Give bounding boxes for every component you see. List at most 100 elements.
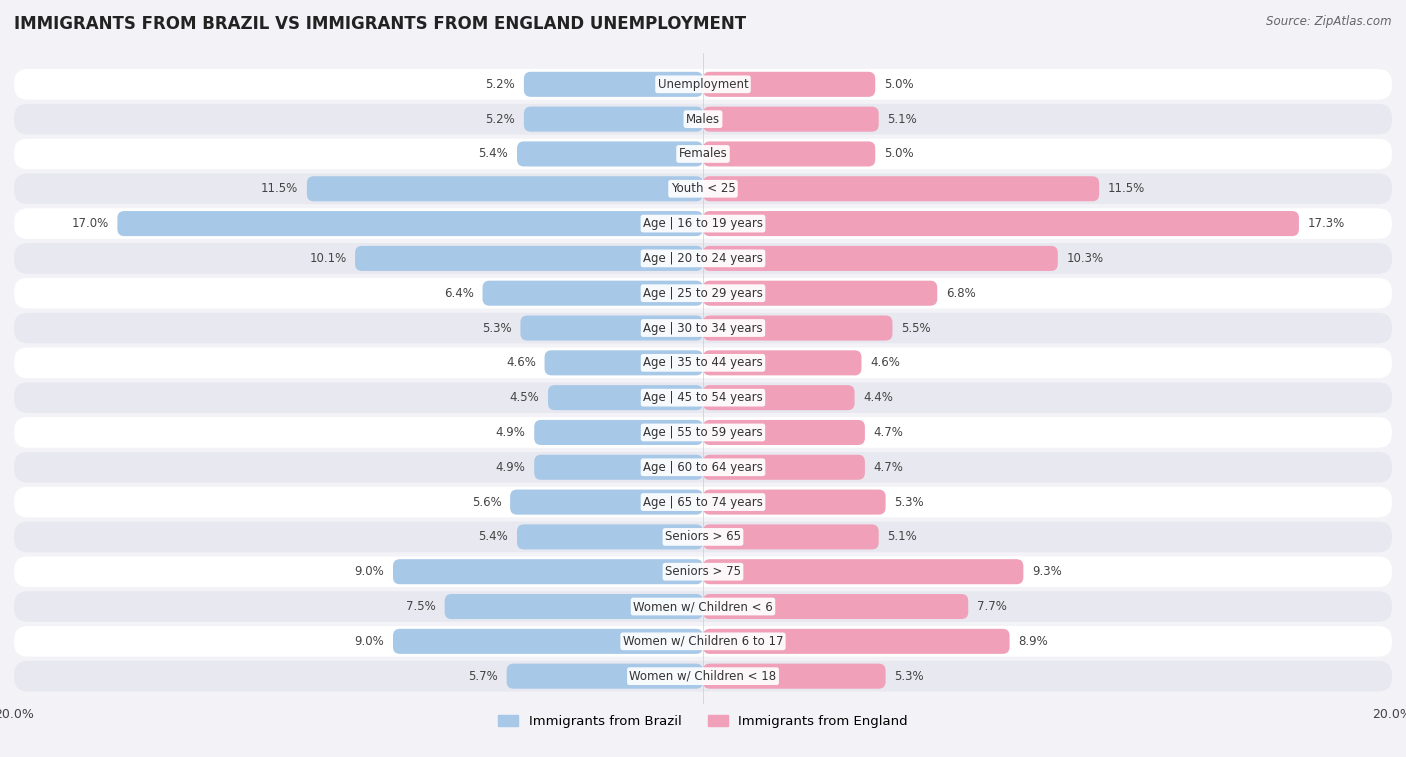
FancyBboxPatch shape [703, 455, 865, 480]
FancyBboxPatch shape [482, 281, 703, 306]
FancyBboxPatch shape [703, 107, 879, 132]
FancyBboxPatch shape [14, 69, 1392, 100]
FancyBboxPatch shape [524, 107, 703, 132]
Text: Seniors > 75: Seniors > 75 [665, 565, 741, 578]
FancyBboxPatch shape [703, 281, 938, 306]
Text: 4.9%: 4.9% [496, 426, 526, 439]
FancyBboxPatch shape [14, 487, 1392, 517]
Text: 10.1%: 10.1% [309, 252, 346, 265]
FancyBboxPatch shape [14, 208, 1392, 239]
Text: 5.3%: 5.3% [482, 322, 512, 335]
FancyBboxPatch shape [14, 173, 1392, 204]
Text: Age | 30 to 34 years: Age | 30 to 34 years [643, 322, 763, 335]
Text: 4.6%: 4.6% [870, 357, 900, 369]
Text: 11.5%: 11.5% [262, 182, 298, 195]
Text: 6.4%: 6.4% [444, 287, 474, 300]
Text: Males: Males [686, 113, 720, 126]
FancyBboxPatch shape [548, 385, 703, 410]
FancyBboxPatch shape [517, 142, 703, 167]
FancyBboxPatch shape [307, 176, 703, 201]
FancyBboxPatch shape [703, 559, 1024, 584]
FancyBboxPatch shape [524, 72, 703, 97]
Text: Unemployment: Unemployment [658, 78, 748, 91]
Text: 4.4%: 4.4% [863, 391, 893, 404]
Text: 5.6%: 5.6% [472, 496, 502, 509]
Text: Source: ZipAtlas.com: Source: ZipAtlas.com [1267, 15, 1392, 28]
Text: 5.1%: 5.1% [887, 113, 917, 126]
Text: 5.2%: 5.2% [485, 113, 515, 126]
Text: 9.0%: 9.0% [354, 635, 384, 648]
FancyBboxPatch shape [520, 316, 703, 341]
FancyBboxPatch shape [510, 490, 703, 515]
Text: Youth < 25: Youth < 25 [671, 182, 735, 195]
FancyBboxPatch shape [703, 142, 875, 167]
Text: IMMIGRANTS FROM BRAZIL VS IMMIGRANTS FROM ENGLAND UNEMPLOYMENT: IMMIGRANTS FROM BRAZIL VS IMMIGRANTS FRO… [14, 15, 747, 33]
Text: 5.0%: 5.0% [884, 148, 914, 160]
FancyBboxPatch shape [14, 313, 1392, 344]
FancyBboxPatch shape [14, 417, 1392, 448]
Text: Females: Females [679, 148, 727, 160]
FancyBboxPatch shape [703, 316, 893, 341]
FancyBboxPatch shape [534, 420, 703, 445]
FancyBboxPatch shape [14, 556, 1392, 587]
Text: 7.5%: 7.5% [406, 600, 436, 613]
FancyBboxPatch shape [14, 452, 1392, 483]
FancyBboxPatch shape [703, 490, 886, 515]
Text: 9.0%: 9.0% [354, 565, 384, 578]
FancyBboxPatch shape [703, 385, 855, 410]
Text: Women w/ Children < 18: Women w/ Children < 18 [630, 670, 776, 683]
Text: 4.5%: 4.5% [509, 391, 540, 404]
Text: 5.0%: 5.0% [884, 78, 914, 91]
Text: Age | 35 to 44 years: Age | 35 to 44 years [643, 357, 763, 369]
Text: 9.3%: 9.3% [1032, 565, 1062, 578]
FancyBboxPatch shape [703, 420, 865, 445]
FancyBboxPatch shape [14, 591, 1392, 621]
FancyBboxPatch shape [703, 72, 875, 97]
Text: Women w/ Children < 6: Women w/ Children < 6 [633, 600, 773, 613]
FancyBboxPatch shape [703, 594, 969, 619]
Text: Age | 20 to 24 years: Age | 20 to 24 years [643, 252, 763, 265]
Text: 5.4%: 5.4% [478, 148, 509, 160]
Text: Age | 65 to 74 years: Age | 65 to 74 years [643, 496, 763, 509]
Text: 4.6%: 4.6% [506, 357, 536, 369]
Legend: Immigrants from Brazil, Immigrants from England: Immigrants from Brazil, Immigrants from … [494, 709, 912, 734]
Text: Age | 60 to 64 years: Age | 60 to 64 years [643, 461, 763, 474]
FancyBboxPatch shape [14, 278, 1392, 309]
Text: 7.7%: 7.7% [977, 600, 1007, 613]
Text: 17.0%: 17.0% [72, 217, 108, 230]
Text: 10.3%: 10.3% [1066, 252, 1104, 265]
Text: 17.3%: 17.3% [1308, 217, 1344, 230]
Text: 4.7%: 4.7% [873, 461, 904, 474]
FancyBboxPatch shape [14, 522, 1392, 552]
Text: 5.3%: 5.3% [894, 496, 924, 509]
FancyBboxPatch shape [517, 525, 703, 550]
FancyBboxPatch shape [392, 559, 703, 584]
Text: 5.4%: 5.4% [478, 531, 509, 544]
FancyBboxPatch shape [506, 664, 703, 689]
FancyBboxPatch shape [392, 629, 703, 654]
Text: 4.9%: 4.9% [496, 461, 526, 474]
Text: Age | 25 to 29 years: Age | 25 to 29 years [643, 287, 763, 300]
Text: 5.7%: 5.7% [468, 670, 498, 683]
Text: 5.2%: 5.2% [485, 78, 515, 91]
FancyBboxPatch shape [544, 350, 703, 375]
Text: 11.5%: 11.5% [1108, 182, 1144, 195]
FancyBboxPatch shape [117, 211, 703, 236]
Text: 6.8%: 6.8% [946, 287, 976, 300]
Text: Women w/ Children 6 to 17: Women w/ Children 6 to 17 [623, 635, 783, 648]
FancyBboxPatch shape [444, 594, 703, 619]
FancyBboxPatch shape [703, 176, 1099, 201]
FancyBboxPatch shape [14, 661, 1392, 691]
FancyBboxPatch shape [703, 629, 1010, 654]
Text: 5.1%: 5.1% [887, 531, 917, 544]
FancyBboxPatch shape [14, 104, 1392, 135]
Text: 4.7%: 4.7% [873, 426, 904, 439]
FancyBboxPatch shape [14, 139, 1392, 170]
Text: 5.5%: 5.5% [901, 322, 931, 335]
Text: Age | 45 to 54 years: Age | 45 to 54 years [643, 391, 763, 404]
FancyBboxPatch shape [703, 350, 862, 375]
FancyBboxPatch shape [14, 243, 1392, 274]
FancyBboxPatch shape [14, 626, 1392, 656]
Text: Seniors > 65: Seniors > 65 [665, 531, 741, 544]
FancyBboxPatch shape [703, 664, 886, 689]
